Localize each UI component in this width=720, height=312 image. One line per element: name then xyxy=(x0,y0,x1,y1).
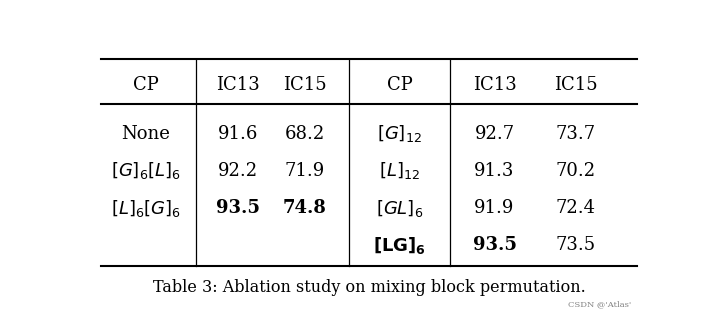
Text: IC15: IC15 xyxy=(283,76,327,95)
Text: $\mathbf{[LG]_6}$: $\mathbf{[LG]_6}$ xyxy=(373,235,426,256)
Text: 91.3: 91.3 xyxy=(474,162,515,180)
Text: 73.7: 73.7 xyxy=(555,124,595,143)
Text: 92.2: 92.2 xyxy=(218,162,258,180)
Text: 74.8: 74.8 xyxy=(283,199,327,217)
Text: 91.9: 91.9 xyxy=(474,199,515,217)
Text: $[GL]_6$: $[GL]_6$ xyxy=(376,197,423,218)
Text: CSDN @'Atlas': CSDN @'Atlas' xyxy=(568,300,631,308)
Text: Table 3: Ablation study on mixing block permutation.: Table 3: Ablation study on mixing block … xyxy=(153,279,585,296)
Text: 93.5: 93.5 xyxy=(472,236,516,254)
Text: 71.9: 71.9 xyxy=(284,162,325,180)
Text: None: None xyxy=(122,124,170,143)
Text: CP: CP xyxy=(133,76,158,95)
Text: $[G]_6[L]_6$: $[G]_6[L]_6$ xyxy=(111,160,181,181)
Text: $[L]_{12}$: $[L]_{12}$ xyxy=(379,160,420,181)
Text: 93.5: 93.5 xyxy=(216,199,260,217)
Text: IC13: IC13 xyxy=(472,76,516,95)
Text: 70.2: 70.2 xyxy=(555,162,595,180)
Text: 68.2: 68.2 xyxy=(284,124,325,143)
Text: 92.7: 92.7 xyxy=(474,124,515,143)
Text: $[L]_6[G]_6$: $[L]_6[G]_6$ xyxy=(111,197,181,218)
Text: IC13: IC13 xyxy=(216,76,260,95)
Text: 91.6: 91.6 xyxy=(217,124,258,143)
Text: 73.5: 73.5 xyxy=(555,236,595,254)
Text: $[G]_{12}$: $[G]_{12}$ xyxy=(377,123,422,144)
Text: CP: CP xyxy=(387,76,413,95)
Text: IC15: IC15 xyxy=(554,76,598,95)
Text: 72.4: 72.4 xyxy=(555,199,595,217)
